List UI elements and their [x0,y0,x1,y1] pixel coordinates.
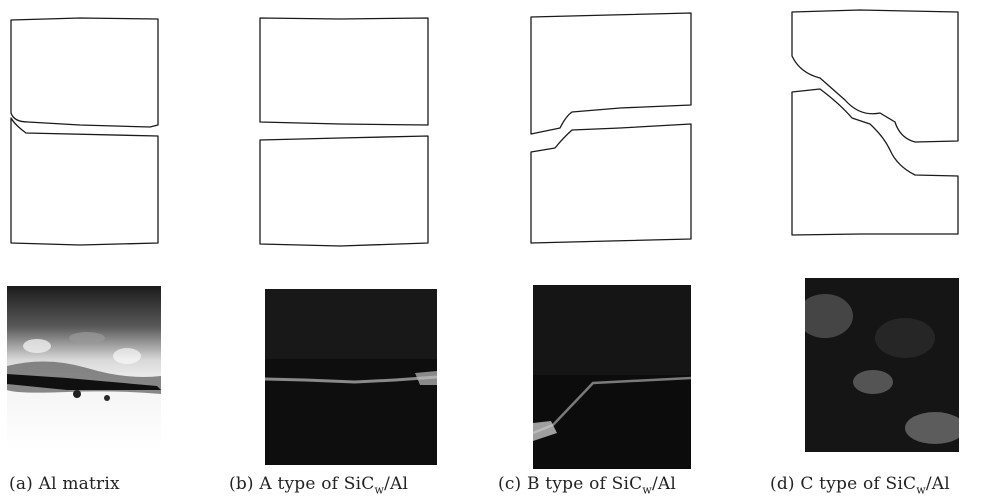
sketch-d [791,9,959,236]
caption-b-text: A type of SiC [259,474,375,494]
caption-d-label: (d) [770,474,795,494]
caption-a-text: Al matrix [38,474,120,494]
caption-c-label: (c) [498,474,522,494]
sketch-c [530,12,692,244]
caption-c: (c) B type of SiCw/Al [498,474,676,496]
caption-d-text: C type of SiC [800,474,917,494]
caption-b: (b) A type of SiCw/Al [229,474,408,496]
caption-b-label: (b) [229,474,254,494]
caption-c-sub: w [642,483,652,497]
sketch-a [10,17,159,246]
caption-d-suffix: /Al [925,474,950,494]
micrograph-d [805,278,959,452]
caption-c-suffix: /Al [651,474,676,494]
caption-b-sub: w [374,483,385,497]
caption-d-sub: w [916,483,926,497]
caption-a-label: (a) [9,474,33,494]
micrograph-b [265,289,437,465]
micrograph-c [533,285,691,469]
caption-b-suffix: /Al [384,474,409,494]
sketch-b [259,17,429,247]
caption-c-text: B type of SiC [527,474,643,494]
caption-d: (d) C type of SiCw/Al [770,474,950,496]
caption-a: (a) Al matrix [9,474,120,494]
micrograph-a [7,286,161,450]
